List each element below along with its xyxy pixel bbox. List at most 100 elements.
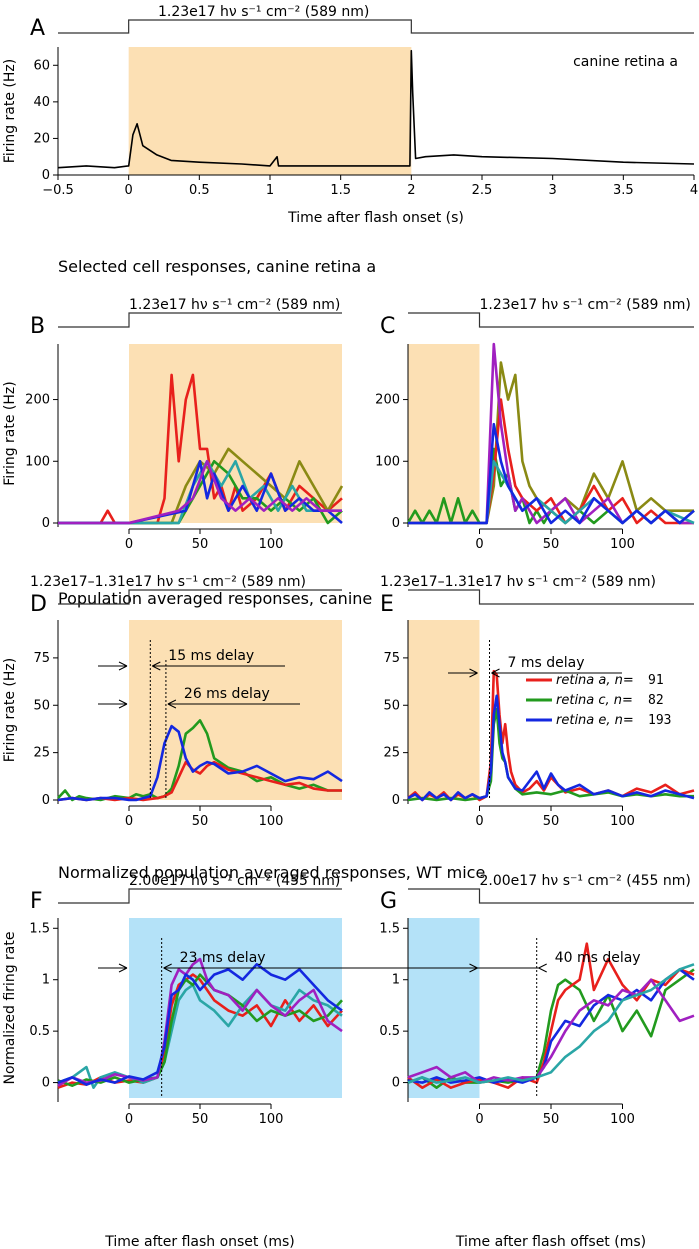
x-tick-label: 50 bbox=[543, 1112, 560, 1127]
flash-window bbox=[129, 918, 342, 1098]
y-tick-label: 50 bbox=[33, 698, 50, 713]
series-blue bbox=[58, 459, 343, 525]
legend-count: 82 bbox=[648, 693, 664, 708]
x-tick-label: 100 bbox=[259, 537, 284, 552]
delay-label: 15 ms delay bbox=[168, 648, 254, 664]
y-tick-label: 0 bbox=[42, 793, 50, 808]
delay-label: 7 ms delay bbox=[508, 655, 585, 671]
y-tick-label: 20 bbox=[33, 131, 50, 146]
x-tick-label: 0 bbox=[125, 537, 133, 552]
y-tick-label: 1.5 bbox=[379, 921, 400, 936]
x-tick-label: 100 bbox=[610, 814, 635, 829]
y-tick-label: 1 bbox=[42, 973, 50, 988]
y-tick-label: 200 bbox=[25, 393, 50, 408]
series-magenta bbox=[58, 459, 342, 525]
x-tick-label: 2.5 bbox=[472, 183, 493, 198]
series-magenta bbox=[407, 978, 695, 1084]
section-title-population: Population averaged responses, canine bbox=[58, 589, 372, 608]
panels: 1.23e17 hν s⁻¹ cm⁻² (589 nm)A−0.5 0 0.5 1 1.… bbox=[2, 4, 698, 1249]
delay-arrow-head bbox=[491, 668, 500, 678]
y-tick-label: 0 bbox=[392, 793, 400, 808]
stimulus-label: 2.00e17 hν s⁻¹ cm⁻² (455 nm) bbox=[480, 873, 691, 889]
y-tick-label: 0 bbox=[392, 1076, 400, 1091]
legend-label: retina a, n= bbox=[556, 673, 634, 688]
y-axis-label: Firing rate (Hz) bbox=[2, 59, 18, 163]
x-tick-label: 1 bbox=[266, 183, 274, 198]
delay-label: 26 ms delay bbox=[184, 686, 270, 702]
flash-window bbox=[408, 620, 480, 800]
x-tick-label: −0.5 bbox=[42, 183, 74, 198]
y-tick-label: 0.5 bbox=[29, 1024, 50, 1039]
flash-window bbox=[128, 47, 412, 175]
y-tick-label: 75 bbox=[33, 651, 50, 666]
panel-C: 1.23e17 hν s⁻¹ cm⁻² (589 nm) C 0 50 100 0 100 2… bbox=[375, 297, 695, 552]
series-red bbox=[408, 398, 694, 525]
y-tick-label: 25 bbox=[383, 746, 400, 761]
y-tick-label: 60 bbox=[33, 58, 50, 73]
x-tick-label: 100 bbox=[610, 1112, 635, 1127]
y-tick-label: 100 bbox=[375, 454, 400, 469]
x-tick-label: 0 bbox=[125, 183, 133, 198]
panel-D: 1.23e17–1.31e17 hν s⁻¹ cm⁻² (589 nm) D 0 50… bbox=[2, 574, 343, 829]
onset-arrow-head bbox=[469, 963, 478, 973]
panel-letter: A bbox=[30, 16, 45, 41]
x-tick-label: 0 bbox=[475, 537, 483, 552]
series-red bbox=[407, 942, 695, 1089]
x-tick-label: 50 bbox=[192, 814, 209, 829]
x-tick-label: 2 bbox=[407, 183, 415, 198]
y-tick-label: 75 bbox=[383, 651, 400, 666]
stimulus-trace bbox=[408, 589, 694, 605]
x-tick-label: 100 bbox=[610, 537, 635, 552]
legend-count: 91 bbox=[648, 673, 664, 688]
y-tick-label: 40 bbox=[33, 95, 50, 110]
panel-letter: C bbox=[380, 314, 395, 339]
flash-window bbox=[408, 344, 480, 523]
x-tick-label: 50 bbox=[192, 537, 209, 552]
x-tick-label: 3 bbox=[549, 183, 557, 198]
y-tick-label: 0 bbox=[392, 516, 400, 531]
stimulus-label: 1.23e17 hν s⁻¹ cm⁻² (589 nm) bbox=[129, 297, 340, 313]
x-tick-label: 0.5 bbox=[189, 183, 210, 198]
stimulus-label: 1.23e17 hν s⁻¹ cm⁻² (589 nm) bbox=[158, 4, 369, 20]
y-tick-label: 0 bbox=[42, 516, 50, 531]
x-tick-label: 1.5 bbox=[330, 183, 351, 198]
x-axis-label: Time after flash onset (ms) bbox=[104, 1234, 294, 1249]
y-tick-label: 50 bbox=[383, 698, 400, 713]
y-tick-label: 0.5 bbox=[379, 1024, 400, 1039]
panel-E: 1.23e17–1.31e17 hν s⁻¹ cm⁻² (589 nm) E 0 50… bbox=[380, 574, 695, 829]
stimulus-label: 2.00e17 hν s⁻¹ cm⁻² (455 nm) bbox=[129, 873, 340, 889]
series-blue bbox=[57, 724, 343, 802]
x-tick-label: 0 bbox=[125, 814, 133, 829]
section-title-selected: Selected cell responses, canine retina a bbox=[58, 257, 376, 276]
y-axis-label: Firing rate (Hz) bbox=[2, 658, 18, 762]
panel-A: 1.23e17 hν s⁻¹ cm⁻² (589 nm)A−0.5 0 0.5 1 1.… bbox=[2, 4, 698, 226]
delay-arrow-head bbox=[167, 699, 177, 709]
panel-letter: B bbox=[30, 314, 45, 339]
delay-arrow-head bbox=[538, 963, 547, 973]
series-blue bbox=[408, 422, 695, 525]
panel-letter: F bbox=[30, 889, 43, 914]
section-title-selected-text: Selected cell responses, canine retina a bbox=[58, 257, 376, 276]
panel-F: 2.00e17 hν s⁻¹ cm⁻² (455 nm) F 0 50 100 0 0.5 1… bbox=[2, 873, 343, 1249]
stimulus-trace bbox=[58, 589, 342, 605]
legend-label: retina c, n= bbox=[556, 693, 633, 708]
stimulus-label: 1.23e17–1.31e17 hν s⁻¹ cm⁻² (589 nm) bbox=[380, 574, 656, 590]
panel-B: 1.23e17 hν s⁻¹ cm⁻² (589 nm) B 0 50 100 0 100 2… bbox=[2, 297, 344, 552]
y-tick-label: 0 bbox=[42, 168, 50, 183]
stimulus-trace bbox=[58, 19, 694, 34]
delay-arrow-head bbox=[163, 963, 172, 973]
stimulus-trace bbox=[408, 312, 694, 328]
x-tick-label: 50 bbox=[543, 537, 560, 552]
panel-annotation: canine retina a bbox=[573, 54, 678, 70]
panel-G: 2.00e17 hν s⁻¹ cm⁻² (455 nm) G 0 50 100 0 0.5 1… bbox=[300, 873, 695, 1249]
series-blue bbox=[57, 962, 343, 1086]
onset-arrow-head bbox=[118, 661, 128, 671]
stimulus-label: 1.23e17 hν s⁻¹ cm⁻² (589 nm) bbox=[480, 297, 691, 313]
delay-label: 40 ms delay bbox=[555, 950, 641, 966]
series-teal bbox=[407, 963, 695, 1084]
stimulus-label: 1.23e17–1.31e17 hν s⁻¹ cm⁻² (589 nm) bbox=[30, 574, 306, 590]
series-blue bbox=[407, 968, 695, 1084]
series-blue bbox=[407, 694, 695, 802]
x-tick-label: 100 bbox=[259, 1112, 284, 1127]
